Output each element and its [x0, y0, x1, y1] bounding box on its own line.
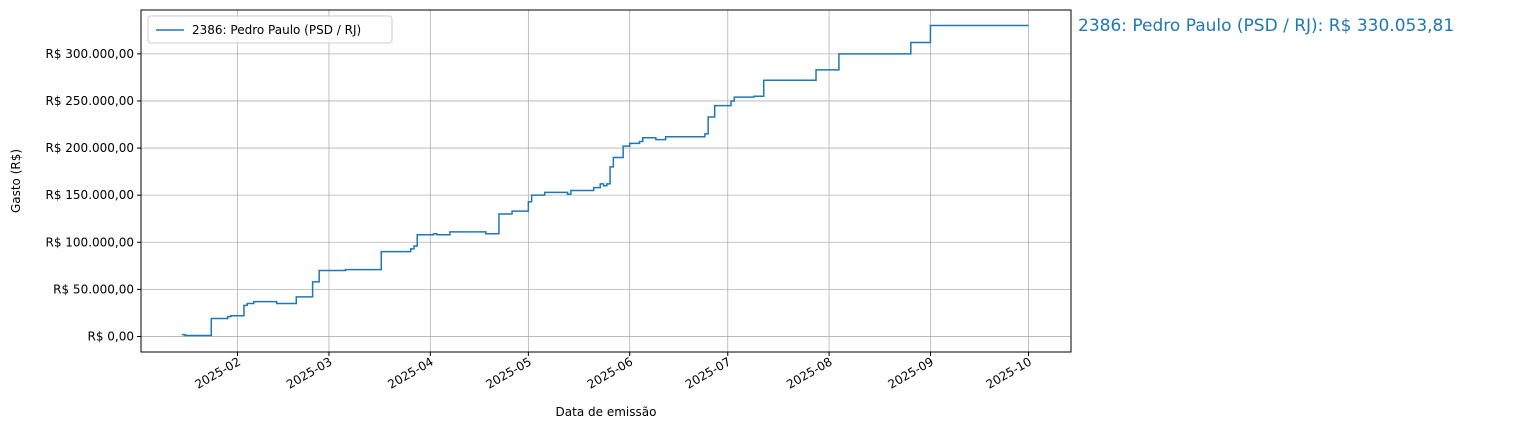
- x-tick-label: 2025-10: [984, 354, 1034, 391]
- x-tick-label: 2025-09: [886, 354, 936, 391]
- y-tick-label: R$ 150.000,00: [46, 188, 135, 202]
- x-tick-label: 2025-02: [193, 354, 243, 391]
- x-tick-label: 2025-08: [784, 354, 834, 391]
- x-axis-label: Data de emissão: [556, 405, 657, 419]
- series-line: [181, 24, 1029, 337]
- legend-label: 2386: Pedro Paulo (PSD / RJ): [192, 23, 361, 37]
- plot-frame: [140, 9, 1072, 353]
- y-axis-label: Gasto (R$): [9, 149, 23, 213]
- x-tick-label: 2025-07: [683, 354, 733, 391]
- y-tick-label: R$ 200.000,00: [46, 141, 135, 155]
- y-tick-label: R$ 300.000,00: [46, 47, 135, 61]
- y-tick-label: R$ 100.000,00: [46, 235, 135, 249]
- y-tick-label: R$ 250.000,00: [46, 94, 135, 108]
- legend-box: [147, 15, 393, 44]
- annotation: 2386: Pedro Paulo (PSD / RJ): R$ 330.053…: [1078, 16, 1454, 36]
- y-tick-label: R$ 50.000,00: [53, 282, 134, 296]
- x-tick-label: 2025-03: [284, 354, 334, 391]
- x-tick-label: 2025-06: [585, 354, 635, 391]
- x-tick-label: 2025-05: [483, 354, 533, 391]
- x-tick-label: 2025-04: [385, 354, 435, 391]
- y-tick-label: R$ 0,00: [87, 329, 134, 343]
